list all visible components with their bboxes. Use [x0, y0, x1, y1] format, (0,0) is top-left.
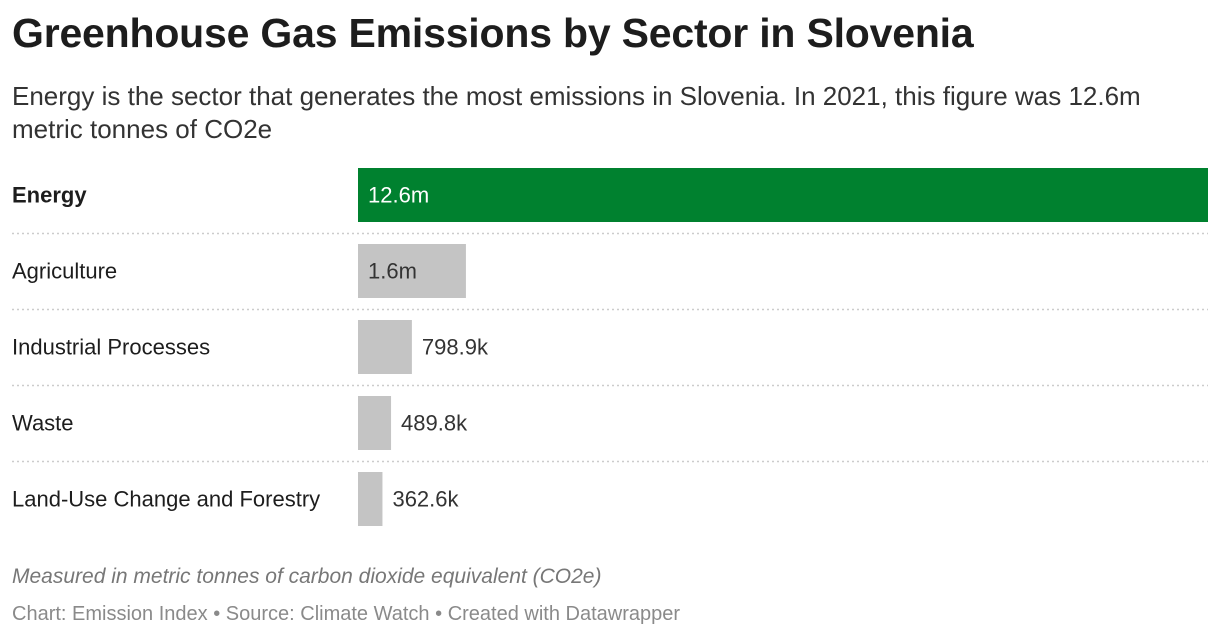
value-label: 12.6m [368, 183, 429, 208]
bar [358, 244, 466, 298]
category-label: Waste [12, 411, 74, 436]
footer-source: Source: Climate Watch [225, 603, 430, 625]
bar [358, 472, 383, 526]
value-label: 489.8k [401, 411, 468, 436]
category-label: Energy [12, 183, 87, 208]
chart-title: Greenhouse Gas Emissions by Sector in Sl… [12, 10, 974, 56]
footer-separator: • [435, 603, 443, 625]
bar [358, 396, 392, 450]
chart-subtitle: Energy is the sector that generates the … [12, 81, 1141, 144]
chart-footer: Chart: Emission Index • Source: Climate … [12, 603, 680, 626]
footer-tool: Created with Datawrapper [447, 603, 681, 625]
footer-credit: Chart: Emission Index [12, 603, 208, 625]
value-label: 798.9k [422, 335, 489, 360]
chart-note: Measured in metric tonnes of carbon diox… [12, 565, 602, 588]
category-label: Industrial Processes [12, 335, 210, 360]
bar [358, 168, 1208, 222]
bar [358, 320, 412, 374]
value-label: 362.6k [392, 487, 459, 512]
category-label: Agriculture [12, 259, 117, 284]
value-label: 1.6m [368, 259, 417, 284]
category-label: Land-Use Change and Forestry [12, 487, 320, 512]
footer-separator: • [213, 603, 221, 625]
